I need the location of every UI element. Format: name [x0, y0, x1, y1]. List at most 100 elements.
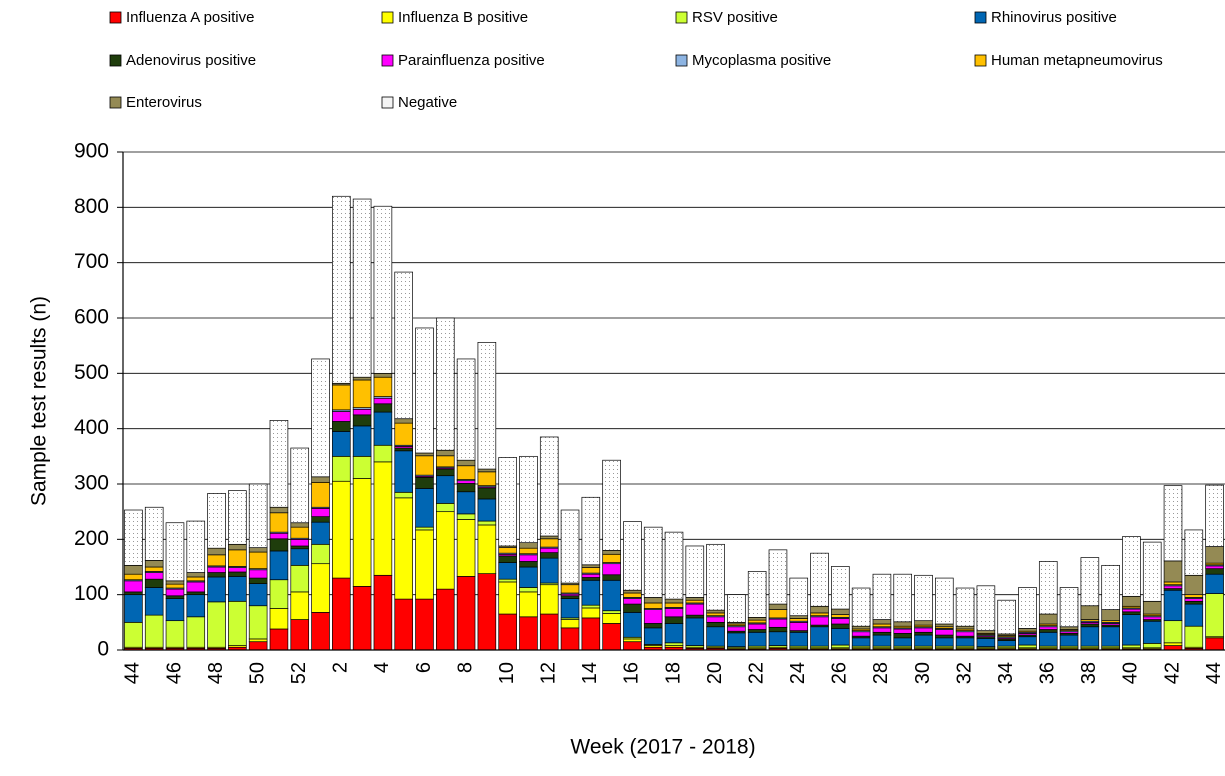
bar-segment — [768, 631, 788, 646]
bar-segment — [1205, 484, 1224, 547]
bar-segment — [456, 491, 476, 515]
bar-segment — [352, 425, 372, 457]
bar-segment — [269, 538, 289, 552]
bar-segment — [1101, 626, 1120, 647]
bar-segment — [435, 511, 455, 590]
bar-segment — [144, 506, 164, 561]
bar-segment — [581, 604, 601, 609]
bar-segment — [332, 421, 351, 432]
bar-segment — [124, 509, 143, 566]
bar-segment — [352, 408, 372, 416]
x-tick-label: 22 — [745, 662, 767, 684]
bar-segment — [893, 628, 913, 634]
bar-segment — [1122, 608, 1141, 613]
bar-segment — [643, 526, 663, 598]
bar-segment — [914, 631, 933, 636]
bar-segment — [851, 625, 871, 630]
y-tick-label: 500 — [74, 361, 109, 384]
legend-label: Influenza B positive — [398, 9, 528, 26]
bar-segment — [1038, 613, 1058, 625]
bar-segment — [456, 483, 476, 493]
bar-segment — [914, 634, 933, 647]
bar-segment — [144, 566, 164, 572]
bar-segment — [498, 555, 517, 563]
bar-segment — [685, 614, 705, 619]
legend-swatch — [381, 11, 394, 24]
bar-segment — [207, 547, 226, 556]
bar-segment — [664, 598, 684, 604]
bar-segment — [727, 626, 746, 632]
bar-segment — [290, 545, 310, 550]
bar-segment — [789, 621, 809, 631]
bar-segment — [415, 526, 434, 531]
bar-segment — [560, 627, 580, 651]
x-tick-label: 36 — [1037, 662, 1059, 684]
bar-segment — [311, 481, 330, 508]
bar-segment — [747, 619, 767, 624]
bar-segment — [456, 459, 476, 467]
bar-segment — [1038, 631, 1058, 647]
bar-segment — [144, 560, 164, 568]
bar-segment — [290, 548, 310, 566]
bar-segment — [602, 574, 621, 581]
bar-segment — [1163, 645, 1183, 651]
bar-segment — [831, 644, 850, 649]
bar-segment — [1080, 623, 1100, 628]
bar-segment — [602, 563, 621, 576]
bar-segment — [352, 455, 372, 479]
bar-segment — [872, 627, 892, 633]
bar-segment — [789, 615, 809, 619]
bar-segment — [1142, 541, 1162, 602]
bar-segment — [311, 516, 330, 523]
bar-segment — [394, 447, 413, 452]
bar-segment — [248, 551, 268, 570]
bar-segment — [435, 503, 455, 513]
bar-segment — [352, 586, 372, 651]
bar-segment — [498, 562, 517, 580]
bar-segment — [415, 477, 434, 489]
legend-label: Human metapneumovirus — [991, 52, 1163, 69]
bar-segment — [1205, 593, 1224, 638]
bar-segment — [144, 614, 164, 648]
bar-segment — [1184, 603, 1204, 627]
bar-segment — [311, 543, 330, 565]
bar-segment — [352, 478, 372, 587]
bar-segment — [394, 450, 413, 493]
bar-segment — [1163, 589, 1183, 622]
bar-segment — [581, 496, 601, 566]
bar-segment — [1184, 529, 1204, 576]
x-tick-label: 2 — [330, 662, 352, 673]
bar-segment — [872, 619, 892, 625]
bar-segment — [186, 520, 206, 573]
bar-segment — [997, 599, 1016, 635]
bar-segment — [519, 616, 538, 651]
bar-segment — [311, 476, 330, 483]
bar-segment — [207, 493, 226, 549]
legend-label: RSV positive — [692, 9, 778, 26]
x-tick-label: 32 — [953, 662, 975, 684]
bar-segment — [727, 594, 746, 623]
x-tick-label: 52 — [288, 662, 310, 684]
bar-segment — [623, 589, 642, 594]
bar-segment — [1142, 600, 1162, 615]
bar-segment — [810, 626, 829, 647]
bar-segment — [1018, 644, 1037, 649]
bar-segment — [352, 414, 372, 427]
bar-segment — [581, 567, 601, 574]
bar-segment — [768, 609, 788, 619]
bar-segment — [248, 583, 268, 607]
bar-segment — [144, 572, 164, 580]
legend-label: Negative — [398, 94, 457, 111]
bar-segment — [248, 577, 268, 584]
bar-segment — [1184, 598, 1204, 602]
bar-segment — [248, 483, 268, 548]
bar-segment — [872, 631, 892, 636]
bar-segment — [893, 573, 913, 623]
bar-segment — [394, 418, 413, 424]
bar-segment — [435, 468, 455, 477]
bar-segment — [643, 623, 663, 629]
bar-segment — [290, 447, 310, 524]
bar-segment — [186, 576, 206, 582]
bar-segment — [976, 630, 996, 634]
bar-segment — [789, 618, 809, 622]
